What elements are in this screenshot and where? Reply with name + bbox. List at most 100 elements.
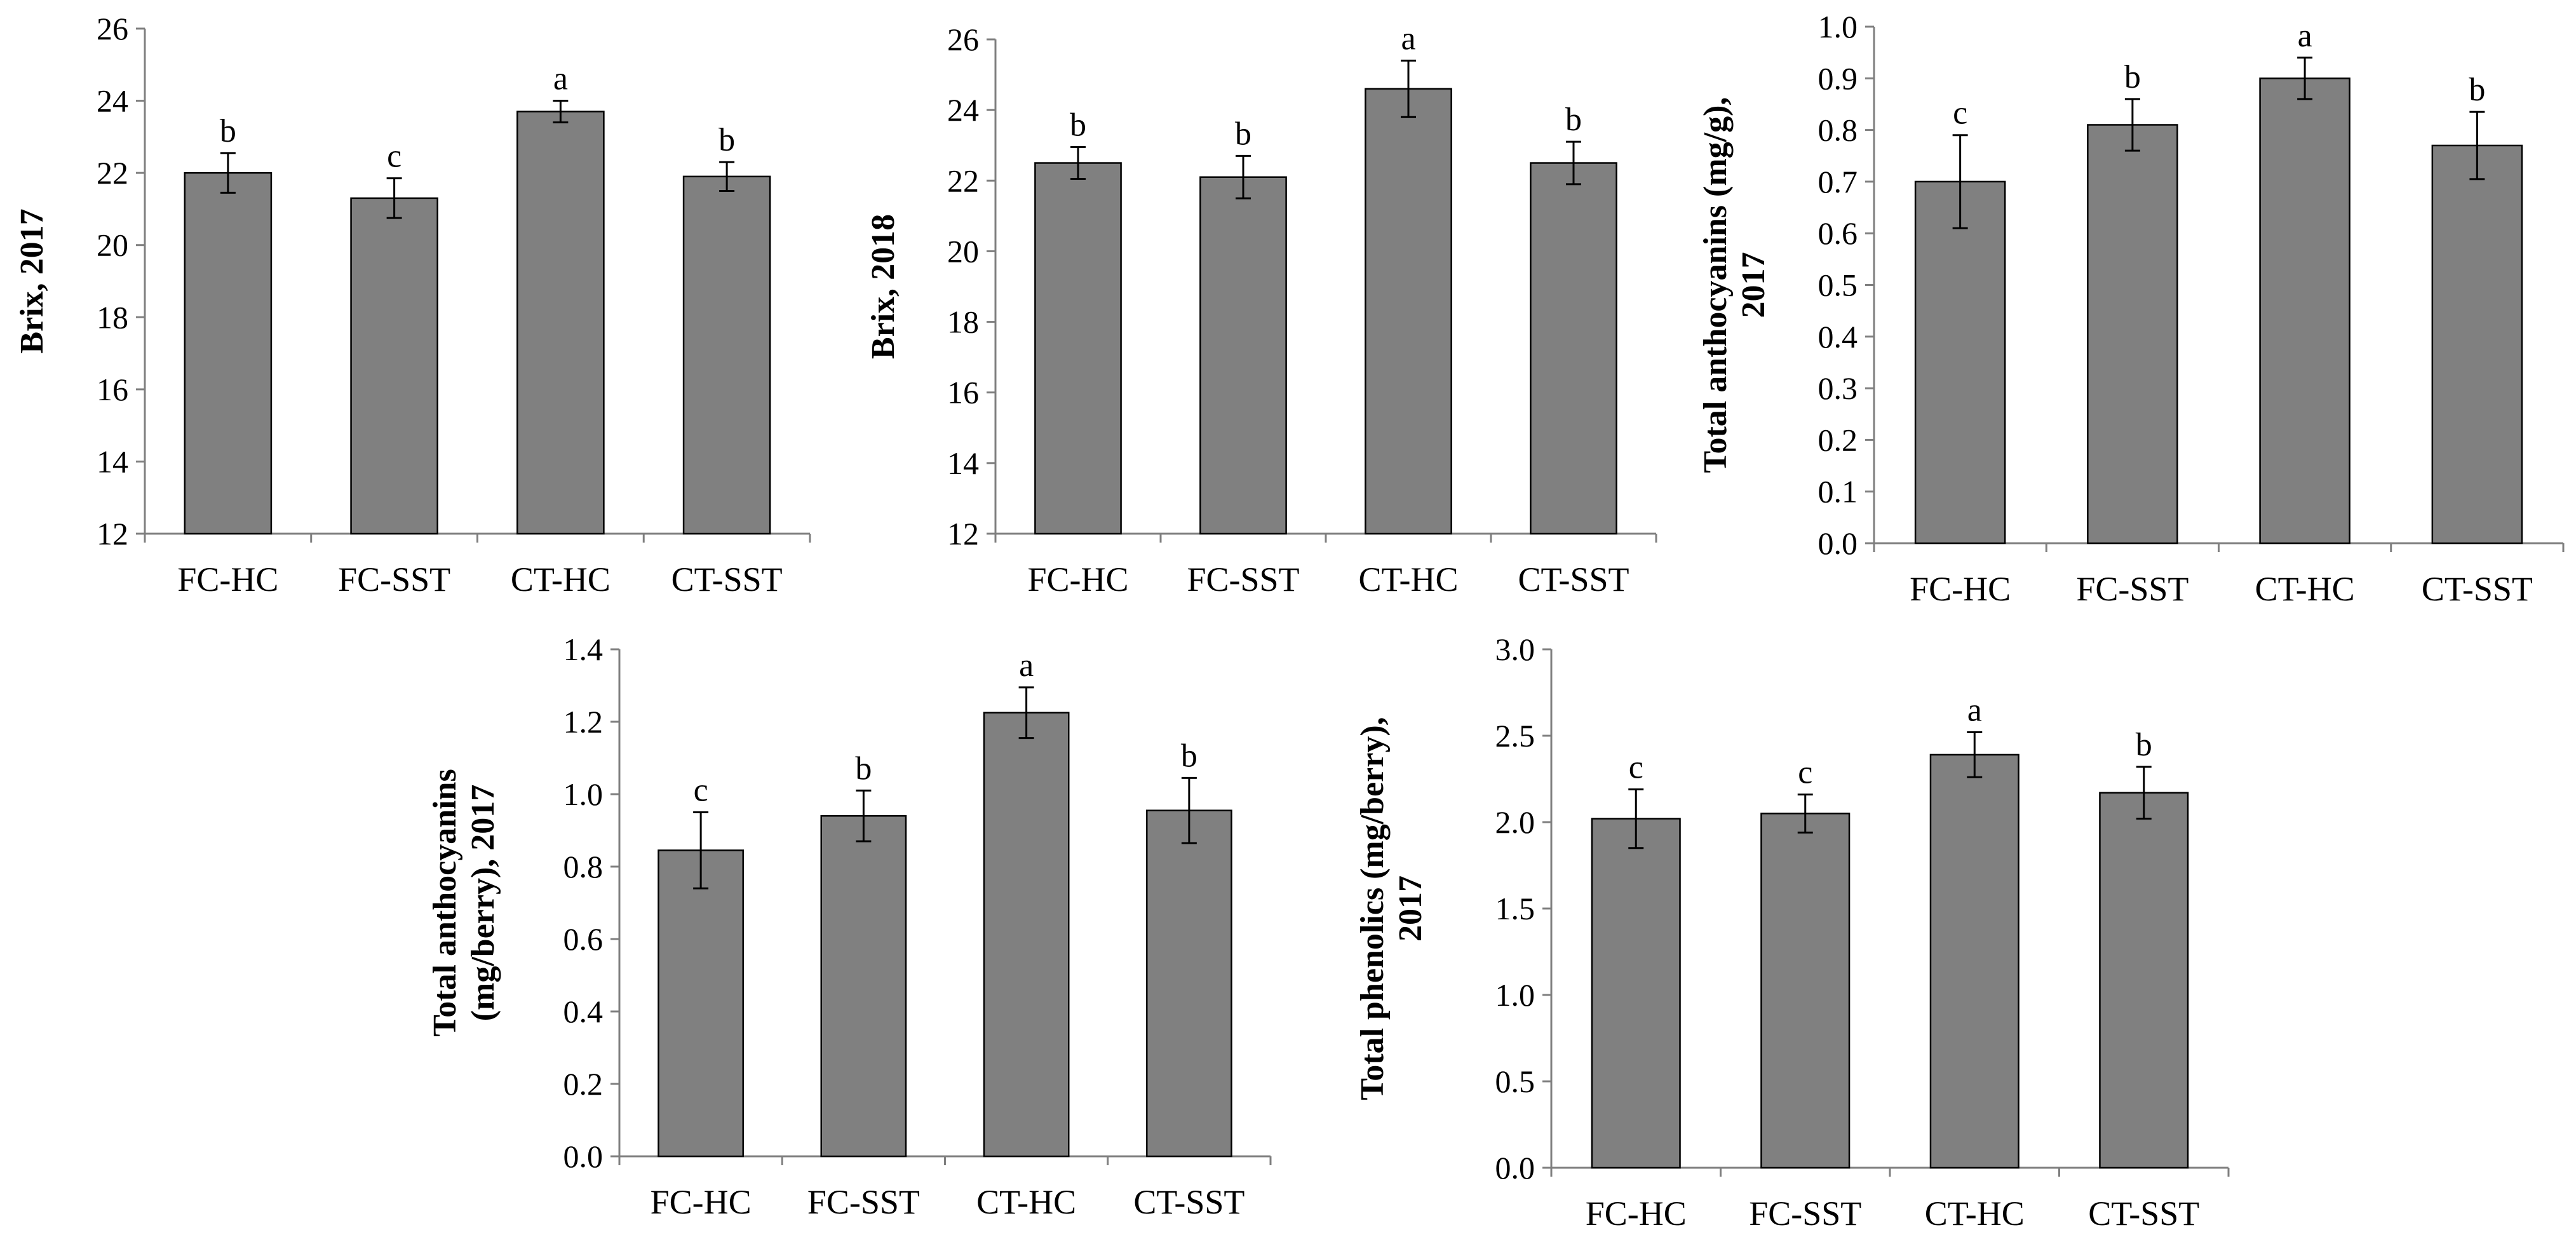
x-category-label: CT-SST: [2422, 570, 2533, 608]
x-category-label: CT-HC: [511, 560, 610, 598]
x-category-label: CT-HC: [1358, 560, 1458, 598]
x-category-label: FC-HC: [1027, 560, 1128, 598]
significance-letter: a: [1019, 647, 1034, 684]
y-tick-label: 0.4: [1818, 319, 1858, 355]
x-category-label: CT-SST: [671, 560, 783, 598]
significance-letter: b: [2469, 72, 2485, 108]
y-tick-label: 0.6: [563, 921, 604, 957]
bar-fc-sst: [1760, 813, 1851, 1169]
y-axis-label: Total anthocyanins (mg/g),: [1697, 97, 1734, 473]
significance-letter: c: [1629, 749, 1643, 785]
y-tick-label: 24: [97, 83, 128, 119]
y-tick-label: 0.0: [1818, 525, 1858, 561]
y-tick-label: 0.4: [563, 994, 604, 1029]
significance-letter: a: [1401, 20, 1415, 57]
x-category-label: FC-HC: [651, 1183, 752, 1221]
significance-letter: b: [1181, 738, 1197, 774]
significance-letter: b: [855, 750, 872, 787]
y-tick-label: 3.0: [1495, 632, 1535, 667]
significance-letter: a: [553, 61, 568, 97]
x-category-label: FC-SST: [807, 1183, 920, 1221]
significance-letter: b: [2136, 727, 2152, 763]
y-tick-label: 0.8: [1818, 112, 1858, 148]
y-tick-label: 0.3: [1818, 370, 1858, 406]
y-tick-label: 26: [947, 22, 979, 57]
y-tick-label: 14: [97, 443, 128, 479]
y-tick-label: 18: [97, 299, 128, 335]
bar-ct-hc: [1365, 88, 1452, 535]
bar-fc-hc: [1034, 162, 1122, 535]
significance-letter: b: [718, 122, 735, 158]
bar-ct-hc: [983, 712, 1070, 1158]
x-category-label: FC-SST: [1749, 1194, 1861, 1233]
y-tick-label: 1.0: [1818, 9, 1858, 44]
x-category-label: CT-SST: [1518, 560, 1629, 598]
y-axis-label: (mg/berry), 2017: [465, 785, 501, 1022]
y-tick-label: 0.6: [1818, 215, 1858, 251]
y-axis-label: Total phenolics (mg/berry),: [1354, 717, 1391, 1100]
y-axis-label: Brix, 2017: [14, 208, 50, 353]
y-tick-label: 2.5: [1495, 718, 1535, 754]
significance-letter: b: [1070, 107, 1086, 143]
y-tick-label: 20: [947, 233, 979, 269]
significance-letter: b: [220, 113, 236, 149]
x-category-label: FC-HC: [177, 560, 278, 598]
bar-fc-sst: [1199, 176, 1287, 535]
significance-letter: a: [2298, 18, 2312, 54]
bar-ct-sst: [682, 175, 771, 535]
x-category-label: FC-SST: [2076, 570, 2188, 608]
bar-ct-hc: [1929, 754, 2020, 1169]
bar-fc-hc: [184, 172, 273, 535]
x-category-label: FC-SST: [1187, 560, 1299, 598]
y-tick-label: 14: [947, 445, 979, 481]
y-axis-label: Total anthocyanins: [427, 769, 463, 1036]
bar-fc-sst: [2087, 124, 2178, 544]
y-tick-label: 1.4: [563, 632, 604, 667]
y-tick-label: 0.1: [1818, 474, 1858, 510]
y-axis-label: 2017: [1736, 252, 1772, 318]
significance-letter: a: [1967, 693, 1982, 729]
y-tick-label: 12: [947, 516, 979, 551]
x-category-label: FC-HC: [1910, 570, 2011, 608]
y-tick-label: 12: [97, 516, 128, 551]
significance-letter: b: [1235, 116, 1251, 152]
y-tick-label: 0.0: [563, 1139, 604, 1174]
y-tick-label: 1.0: [1495, 977, 1535, 1013]
bar-fc-hc: [1591, 818, 1681, 1169]
y-tick-label: 0.7: [1818, 164, 1858, 199]
x-category-label: FC-HC: [1586, 1194, 1687, 1233]
y-tick-label: 18: [947, 304, 979, 340]
x-category-label: CT-HC: [2255, 570, 2355, 608]
y-tick-label: 0.9: [1818, 60, 1858, 96]
significance-letter: c: [387, 139, 401, 175]
bar-ct-sst: [2431, 144, 2523, 544]
y-tick-label: 1.0: [563, 776, 604, 812]
bar-fc-hc: [1914, 180, 2006, 544]
y-tick-label: 26: [97, 11, 128, 46]
x-category-label: CT-HC: [976, 1183, 1076, 1221]
y-tick-label: 1.2: [563, 704, 604, 740]
x-category-label: CT-HC: [1925, 1194, 2025, 1233]
x-category-label: CT-SST: [2088, 1194, 2199, 1233]
bar-ct-sst: [2099, 792, 2189, 1169]
y-tick-label: 1.5: [1495, 891, 1535, 926]
bar-ct-sst: [1146, 809, 1232, 1158]
significance-letter: c: [1953, 95, 1967, 132]
x-category-label: FC-SST: [338, 560, 450, 598]
significance-letter: b: [2124, 59, 2141, 95]
significance-letter: b: [1565, 102, 1582, 138]
significance-letter: c: [1798, 754, 1812, 790]
y-tick-label: 24: [947, 92, 979, 128]
y-tick-label: 0.8: [563, 849, 604, 884]
y-axis-label: 2017: [1393, 876, 1429, 942]
y-tick-label: 0.5: [1818, 267, 1858, 303]
significance-letter: c: [694, 773, 708, 809]
y-tick-label: 2.0: [1495, 804, 1535, 840]
bar-ct-hc: [2259, 78, 2350, 544]
